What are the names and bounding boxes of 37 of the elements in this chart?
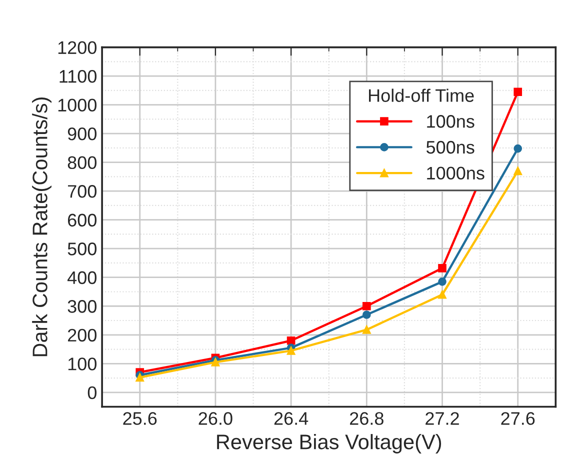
x-tick-label: 26.0 bbox=[198, 412, 232, 425]
y-axis-title: Dark Counts Rate(Counts/s) bbox=[32, 97, 52, 356]
y-tick-label: 1200 bbox=[58, 41, 96, 54]
x-axis-title: Reverse Bias Voltage(V) bbox=[217, 434, 442, 454]
y-tick-label: 0 bbox=[88, 386, 96, 400]
x-tick-label: 27.6 bbox=[501, 412, 535, 425]
y-tick-label: 400 bbox=[67, 271, 96, 284]
x-tick-label: 26.8 bbox=[350, 412, 384, 425]
y-tick-label: 600 bbox=[68, 214, 96, 227]
point bbox=[438, 278, 446, 286]
point bbox=[362, 302, 371, 310]
point bbox=[136, 373, 144, 382]
legend-label: 100ns bbox=[427, 115, 474, 128]
y-tick-label: 1100 bbox=[60, 70, 96, 83]
point bbox=[438, 290, 446, 299]
legend-label: 500ns bbox=[426, 140, 474, 154]
y-tick-label: 100 bbox=[68, 358, 96, 370]
point bbox=[514, 166, 522, 176]
point bbox=[514, 88, 522, 96]
point bbox=[438, 264, 446, 272]
legend-label: 1000ns bbox=[427, 166, 484, 180]
legend-title: Hold-off Time bbox=[369, 88, 474, 102]
y-tick-label: 500 bbox=[68, 242, 96, 256]
x-tick-label: 25.6 bbox=[123, 412, 157, 425]
x-tick-label: 27.2 bbox=[426, 412, 459, 425]
point bbox=[514, 144, 522, 153]
point bbox=[362, 326, 371, 334]
point bbox=[286, 346, 296, 355]
point bbox=[286, 336, 296, 345]
y-tick-label: 700 bbox=[68, 185, 96, 198]
x-tick-label: 26.4 bbox=[274, 412, 308, 425]
y-tick-label: 800 bbox=[68, 156, 96, 170]
y-tick-label: 1000 bbox=[58, 98, 96, 112]
y-tick-label: 200 bbox=[68, 328, 96, 342]
y-tick-label: 300 bbox=[68, 300, 96, 313]
point bbox=[362, 310, 371, 319]
y-tick-label: 900 bbox=[68, 128, 96, 140]
